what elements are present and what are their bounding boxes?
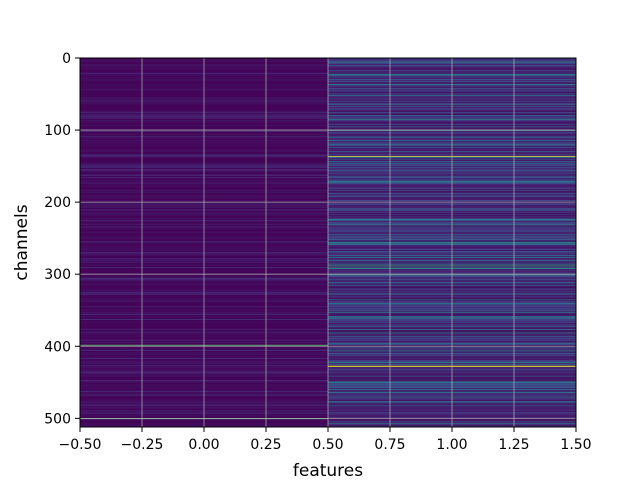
y-tick-label: 200 <box>44 195 71 211</box>
x-tick-label: −0.50 <box>59 437 102 453</box>
x-tick-label: 0.50 <box>312 437 343 453</box>
y-tick-label: 500 <box>44 411 71 427</box>
x-axis-label: features <box>293 461 363 480</box>
x-tick-label: 0.25 <box>250 437 281 453</box>
x-tick-label: 1.00 <box>436 437 467 453</box>
y-axis-label: channels <box>12 204 32 280</box>
y-tick-label: 0 <box>62 51 71 67</box>
x-tick-label: −0.25 <box>121 437 164 453</box>
x-tick-label: 0.75 <box>374 437 405 453</box>
x-axis-ticks: −0.50 −0.25 0.00 0.25 0.50 0.75 1.00 1.25 1.50 <box>59 427 592 453</box>
x-tick-label: 1.50 <box>560 437 591 453</box>
y-tick-label: 300 <box>44 267 71 283</box>
y-tick-label: 400 <box>44 339 71 355</box>
y-tick-label: 100 <box>44 123 71 139</box>
x-tick-label: 0.00 <box>188 437 219 453</box>
x-tick-label: 1.25 <box>498 437 529 453</box>
y-axis-ticks: 0 100 200 300 400 500 <box>44 51 80 427</box>
